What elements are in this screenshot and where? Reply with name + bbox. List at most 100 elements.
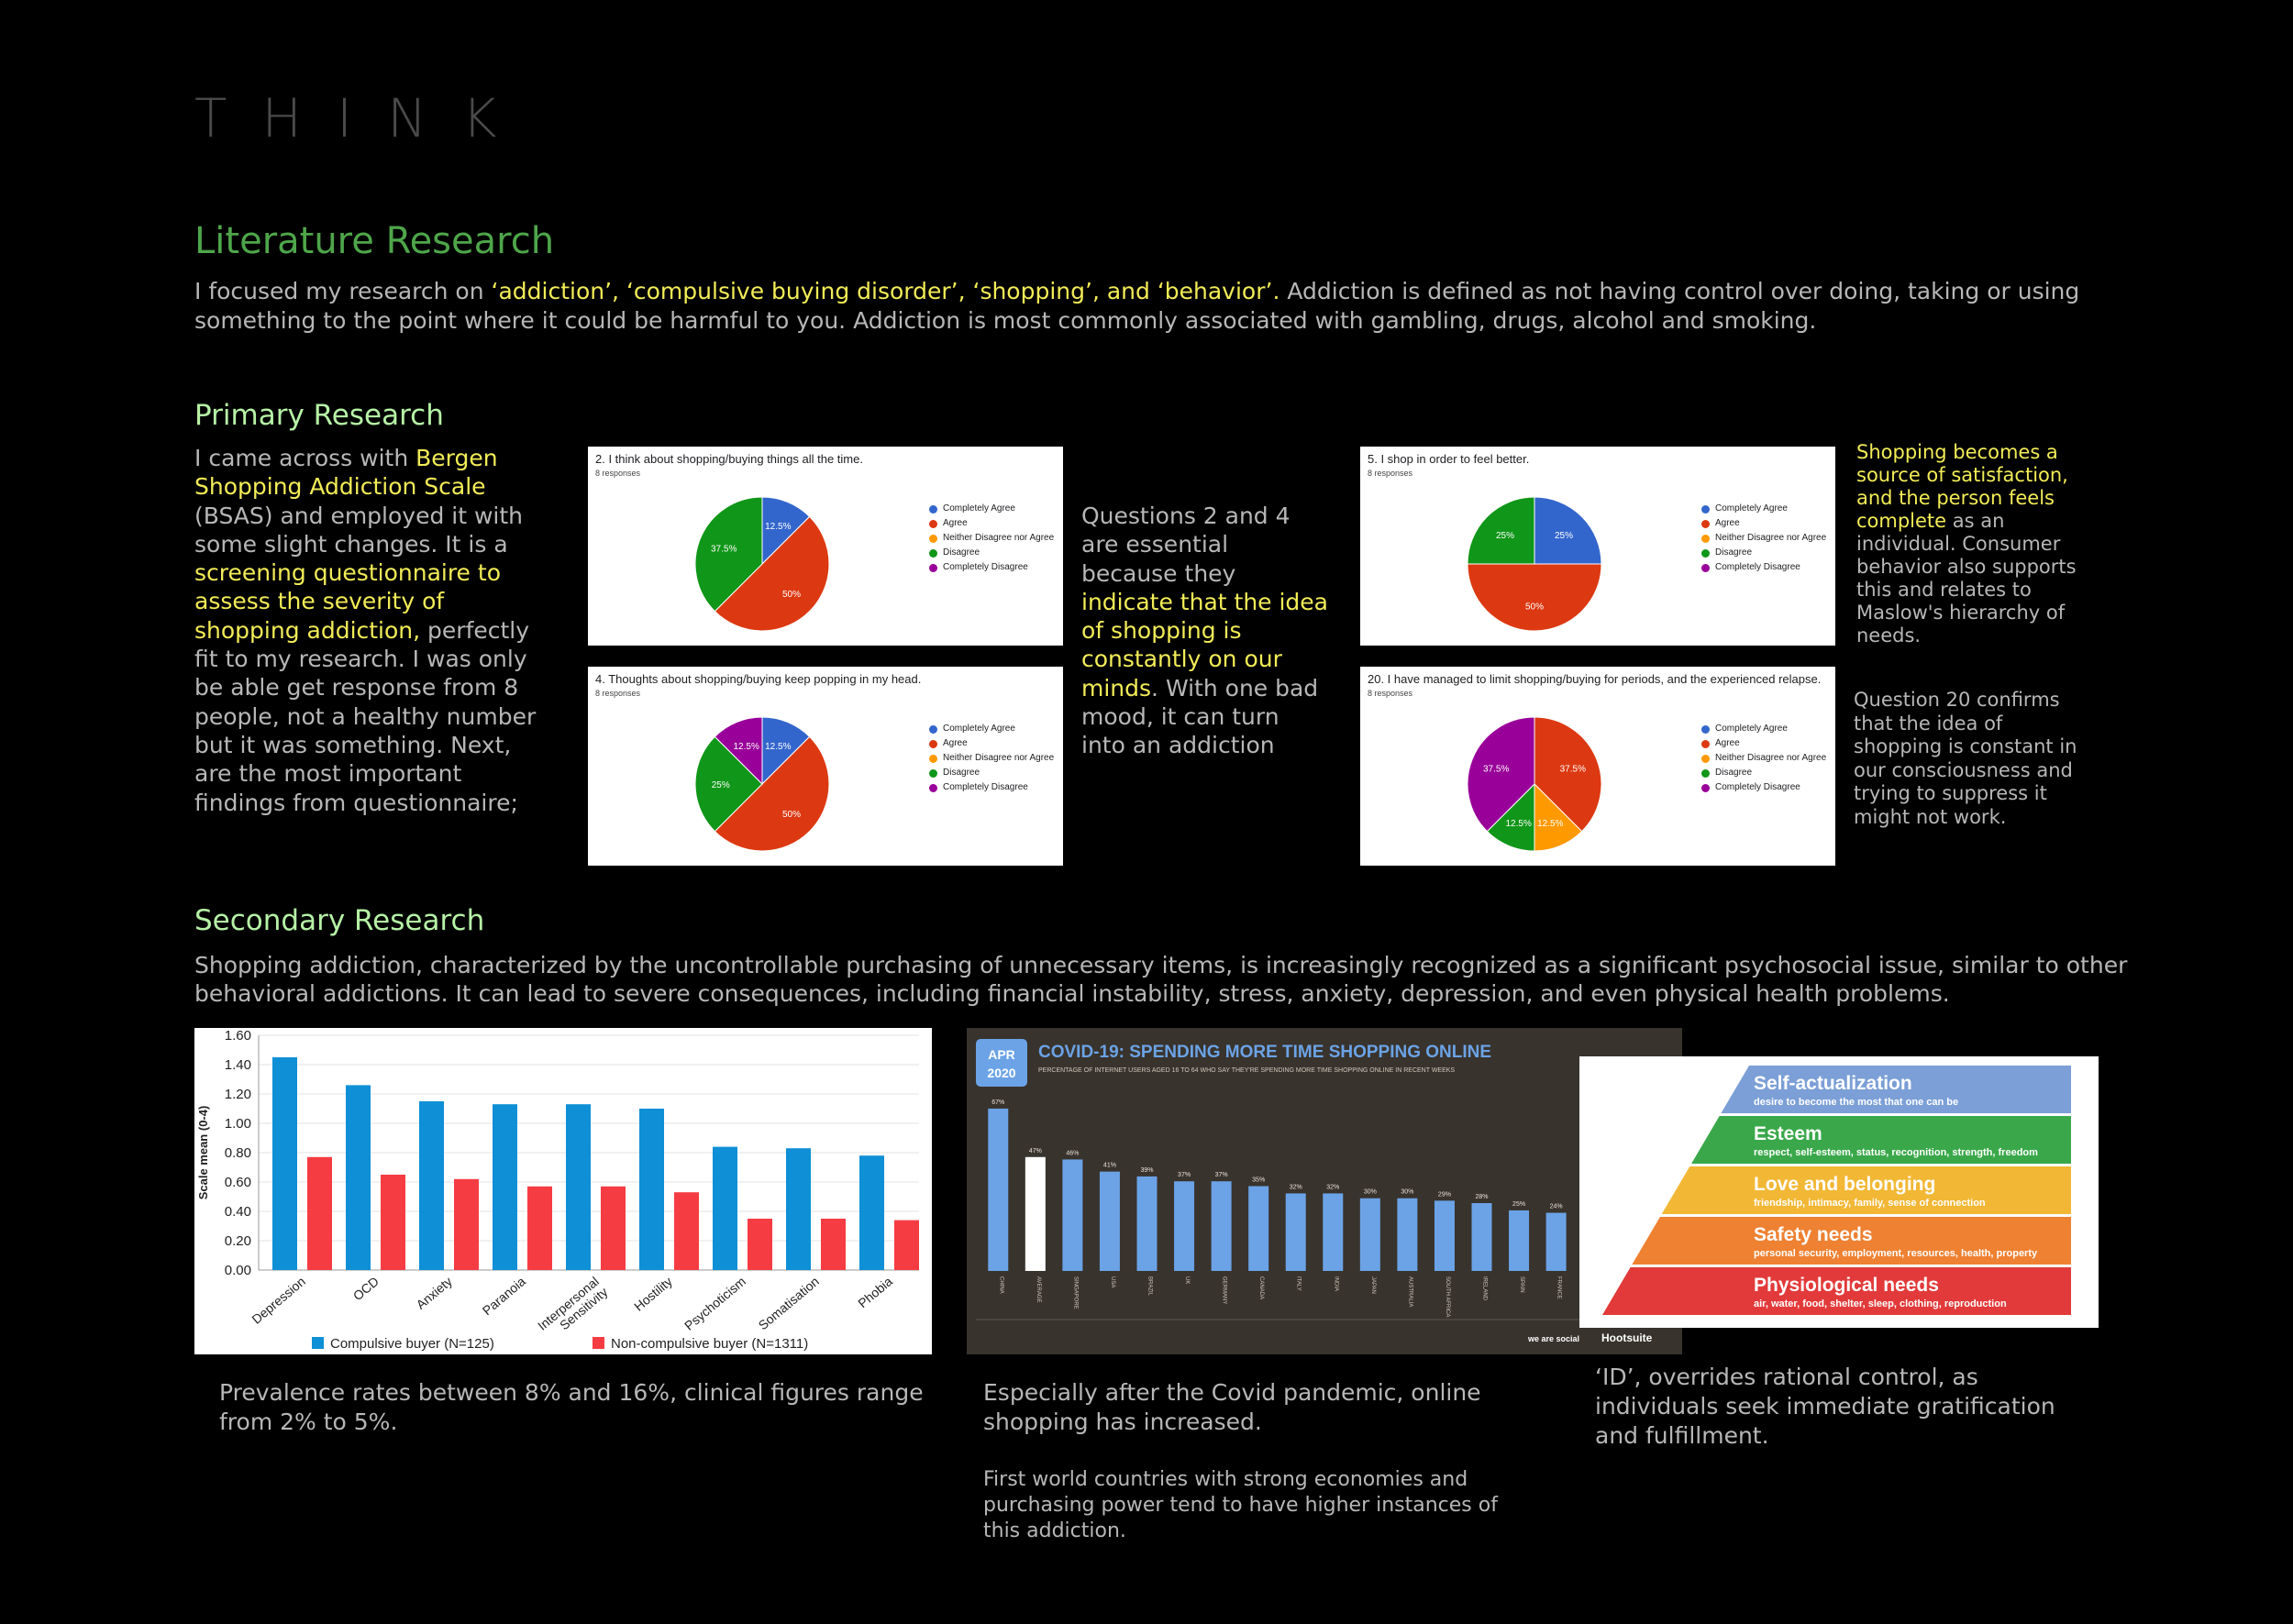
- bar: [601, 1186, 626, 1270]
- covid-bar: [1248, 1186, 1269, 1271]
- covid-bar-label: 29%: [1438, 1191, 1451, 1198]
- maslow-pyramid: Self-actualization desire to become the m…: [1579, 1056, 2099, 1328]
- pie-card-q20: 20. I have managed to limit shopping/buy…: [1360, 667, 1835, 866]
- covid-bar-label: 32%: [1290, 1184, 1302, 1190]
- symptom-bar-chart: 0.00 0.20 0.40 0.60 0.80 1.00 1.20 1.40 1.60 Scal…: [194, 1028, 932, 1354]
- covid-bar: [1025, 1156, 1046, 1271]
- legend-dot-icon: [1701, 754, 1710, 763]
- covid-bar: [988, 1108, 1009, 1271]
- pyramid-level-title: Self-actualization: [1754, 1073, 1912, 1094]
- legend-label: Neither Disagree nor Agree: [1715, 533, 1827, 543]
- covid-bar-label: 41%: [1103, 1163, 1116, 1169]
- primary-mid-highlight: indicate that the idea of shopping is co…: [1081, 588, 1329, 702]
- covid-bar-label: 46%: [1066, 1150, 1079, 1156]
- pie-question: 5. I shop in order to feel better.: [1368, 452, 1530, 466]
- x-tick-label: InterpersonalSensitivity: [535, 1274, 611, 1343]
- pyramid-level-desc: air, water, food, shelter, sleep, clothi…: [1754, 1298, 2007, 1309]
- legend-label: Neither Disagree nor Agree: [943, 533, 1055, 543]
- legend-label: Completely Agree: [943, 724, 1015, 734]
- y-tick-label: 0.80: [225, 1145, 251, 1161]
- primary-p3: perfectly fit to my research. I was only…: [194, 616, 537, 816]
- legend-item: Agree: [929, 516, 1054, 531]
- y-tick-label: 0.60: [225, 1175, 251, 1190]
- pie-card-q4: 4. Thoughts about shopping/buying keep p…: [588, 667, 1063, 866]
- covid-chart-subtitle: PERCENTAGE OF INTERNET USERS AGED 16 TO …: [1038, 1067, 1455, 1074]
- pie-slice: [1467, 496, 1535, 565]
- legend-item: Completely Agree: [929, 502, 1054, 516]
- covid-bar-label: 28%: [1475, 1194, 1488, 1200]
- pie-slice-label: 12.5%: [765, 742, 791, 752]
- legend-dot-icon: [929, 754, 937, 763]
- bar: [346, 1085, 371, 1270]
- bar: [894, 1220, 919, 1270]
- covid-bar-label: 47%: [1029, 1148, 1042, 1154]
- pie-slice-label: 37.5%: [1560, 765, 1586, 775]
- pie-slice-label: 25%: [1496, 531, 1514, 541]
- primary-mid-1: Questions 2 and 4 are essential because …: [1081, 503, 1291, 587]
- legend-dot-icon: [1701, 563, 1710, 572]
- legend-label: Agree: [1715, 738, 1740, 748]
- pie-slice-label: 25%: [712, 780, 730, 790]
- x-tick-label: Hostility: [631, 1274, 675, 1314]
- pie-legend: Completely Agree Agree Neither Disagree no…: [1701, 502, 1826, 575]
- legend-dot-icon: [929, 724, 937, 734]
- covid-shopping-chart: APR 2020 COVID-19: SPENDING MORE TIME SHOP…: [967, 1028, 1682, 1354]
- covid-x-label: IRELAND: [1482, 1276, 1488, 1301]
- pie-svg: 12.5% 50% 25% 12.5%: [694, 716, 830, 852]
- legend-item: Completely Disagree: [929, 560, 1054, 575]
- x-tick-label: OCD: [350, 1274, 382, 1303]
- pie-slice: [1467, 563, 1602, 632]
- y-tick-label: 0.40: [225, 1204, 251, 1220]
- legend-label: Disagree: [1715, 547, 1753, 558]
- legend-dot-icon: [1701, 783, 1710, 792]
- bar: [307, 1156, 332, 1270]
- legend-item: Disagree: [929, 766, 1054, 780]
- pie-legend: Completely Agree Agree Neither Disagree no…: [1701, 722, 1826, 795]
- covid-bar: [1509, 1210, 1530, 1271]
- bar: [713, 1146, 737, 1270]
- legend-swatch: [312, 1337, 324, 1349]
- legend-dot-icon: [1701, 519, 1710, 528]
- legend-dot-icon: [929, 783, 937, 792]
- pie-slice: [761, 716, 811, 786]
- pie-slice: [694, 496, 763, 613]
- pie-responses: 8 responses: [595, 469, 641, 478]
- covid-bar: [1434, 1200, 1455, 1271]
- pie-question: 2. I think about shopping/buying things …: [595, 452, 863, 466]
- date-badge: [976, 1039, 1027, 1087]
- legend-label: Completely Agree: [1715, 503, 1788, 514]
- primary-paragraph: I came across with Bergen Shopping Addic…: [194, 444, 538, 817]
- legend-item: Completely Agree: [1701, 502, 1826, 516]
- primary-right1-highlight: Shopping becomes a source of satisfactio…: [1856, 441, 2068, 532]
- covid-x-label: FRANCE: [1556, 1276, 1562, 1299]
- legend-dot-icon: [1701, 548, 1710, 558]
- y-tick-label: 0.20: [225, 1233, 251, 1249]
- covid-bar-label: 24%: [1550, 1204, 1563, 1210]
- bar: [674, 1192, 699, 1270]
- legend-label: Completely Disagree: [943, 782, 1028, 792]
- pie-question: 4. Thoughts about shopping/buying keep p…: [595, 672, 922, 686]
- pyramid-level: [1691, 1116, 2071, 1164]
- legend-label: Disagree: [1715, 768, 1753, 778]
- y-tick-label: 0.00: [225, 1263, 251, 1278]
- pie-slice: [714, 515, 830, 632]
- primary-p2-highlight: screening questionnaire to assess the se…: [194, 559, 501, 644]
- covid-bar-label: 39%: [1140, 1167, 1153, 1174]
- bar: [566, 1104, 591, 1270]
- pyramid-level-desc: friendship, intimacy, family, sense of c…: [1754, 1198, 1986, 1209]
- badge-month: APR: [988, 1047, 1015, 1062]
- primary-mid-2: . With one bad mood, it can turn into an…: [1081, 674, 1319, 759]
- legend-label: Completely Agree: [1715, 724, 1788, 734]
- badge-year: 2020: [987, 1066, 1015, 1080]
- covid-x-label: JAPAN: [1370, 1276, 1376, 1294]
- legend-dot-icon: [929, 519, 937, 528]
- y-tick-label: 1.40: [225, 1057, 251, 1073]
- primary-p1: I came across with: [194, 445, 416, 471]
- covid-x-label: UK: [1184, 1276, 1190, 1284]
- bar: [454, 1178, 479, 1270]
- legend-item: Neither Disagree nor Agree: [929, 531, 1054, 546]
- bar: [381, 1175, 405, 1270]
- bar: [748, 1219, 772, 1270]
- covid-x-label: CANADA: [1258, 1276, 1264, 1299]
- symptom-bar-chart-svg: 0.00 0.20 0.40 0.60 0.80 1.00 1.20 1.40 1.60 Scal…: [196, 1028, 919, 1352]
